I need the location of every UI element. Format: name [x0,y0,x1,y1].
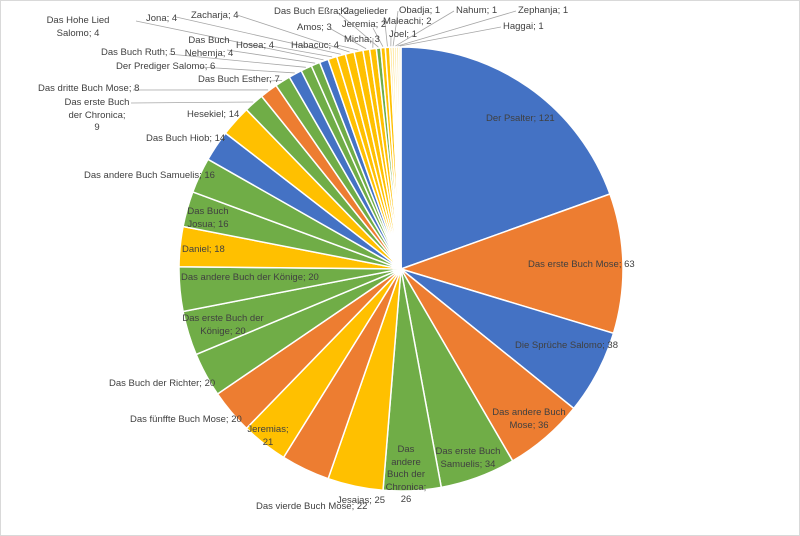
leader-line [175,16,341,55]
pie-slice [398,193,624,335]
data-label: Das erste Buch der Könige; 20 [182,313,264,337]
pie-slice [400,46,611,271]
data-label: Maleachi; 2 [383,16,432,27]
data-label: Nahum; 1 [456,5,498,16]
data-label: Das andere Buch Samuelis; 16 [84,170,215,181]
leader-line [270,45,333,58]
data-label: Amos; 3 [297,22,332,33]
leader-line [384,22,388,47]
leader-line [397,10,517,47]
data-label: Obadja; 1 [399,5,441,16]
leader-line [399,26,502,47]
leader-line [135,20,324,61]
data-label: Habacuc; 4 [291,40,340,51]
leader-line [236,14,350,53]
data-label: Das Buch Eßra; 2 [274,6,349,17]
leader-line [392,10,399,47]
data-label: Jeremias; 21 [247,424,289,448]
leader-line [200,66,295,74]
data-label: Klagelieder Jeremia; 2 [340,6,388,30]
data-label: Die Sprüche Salomo; 38 [515,340,618,351]
data-label: Das fünffte Buch Mose; 20 [130,414,242,425]
data-label: Das Buch Hiob; 14 [146,133,226,144]
data-label: Hosea; 4 [236,40,275,51]
pie-slice [397,46,402,270]
data-label: Das Buch Josua; 16 [187,206,229,230]
data-label: Micha; 3 [344,34,380,45]
data-label: Das Buch Nehemja; 4 [184,35,234,59]
data-label: Joel; 1 [389,29,417,40]
data-label: Zacharja; 4 [191,10,239,21]
data-label: Das andere Buch der Chronica; 26 [385,444,427,505]
data-label: Das erste Buch Samuelis; 34 [435,446,501,470]
data-label: Das Buch der Richter; 20 [109,378,216,389]
leader-line [395,10,455,47]
data-label: Daniel; 18 [182,244,225,255]
data-label: Zephanja; 1 [518,5,569,16]
data-label: Das Buch Ruth; 5 [101,47,176,58]
leader-line [168,53,306,68]
data-label: Haggai; 1 [503,21,544,32]
data-label: Jesaias; 25 [337,495,386,506]
data-label: Hesekiel; 14 [187,109,240,120]
leader-line [335,10,379,48]
data-label: Der Prediger Salomo; 6 [116,61,216,72]
data-label: Das andere Buch Mose; 36 [492,407,566,431]
data-label: Das Buch Esther; 7 [198,74,280,85]
leader-line [372,27,384,47]
leader-line [130,101,254,104]
data-label: Der Psalter; 121 [486,113,555,124]
data-label: Das erste Buch der Chronica; 9 [64,97,130,133]
data-label: Das andere Buch der Könige; 20 [181,272,319,283]
data-label: Das dritte Buch Mose; 8 [38,83,140,94]
data-label: Das Hohe Lied Salomo; 4 [46,15,110,39]
leader-line [330,28,367,50]
data-label: Jona; 4 [146,13,178,24]
leader-line [268,79,283,82]
data-label: Das erste Buch Mose; 63 [528,259,635,270]
leader-line [336,44,359,51]
leader-line [226,49,316,64]
data-label: Das vierde Buch Mose; 22 [256,501,368,512]
